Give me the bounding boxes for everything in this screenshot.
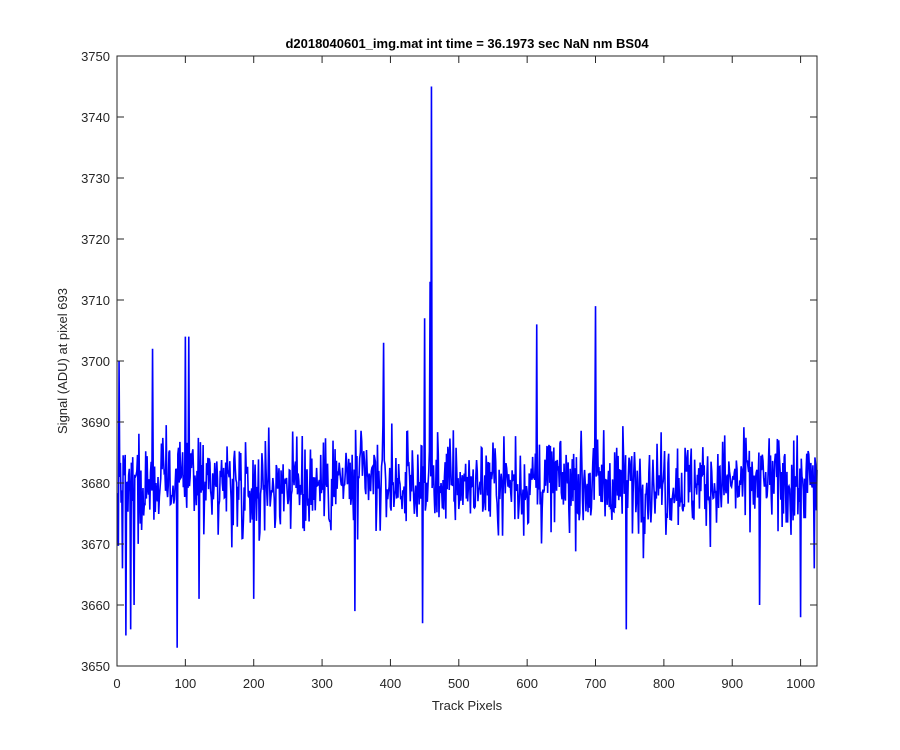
x-tick-label: 500 [448,676,470,691]
y-axis-label: Signal (ADU) at pixel 693 [55,288,70,434]
y-tick-label: 3710 [81,293,110,308]
y-tick-label: 3650 [81,659,110,674]
y-tick-label: 3700 [81,354,110,369]
x-tick-label: 900 [721,676,743,691]
y-tick-label: 3740 [81,110,110,125]
x-tick-label: 100 [175,676,197,691]
y-tick-label: 3720 [81,232,110,247]
series-group [116,86,818,648]
y-tick-label: 3730 [81,171,110,186]
x-tick-label: 200 [243,676,265,691]
x-tick-label: 600 [516,676,538,691]
chart-title: d2018040601_img.mat int time = 36.1973 s… [285,36,649,51]
x-tick-label: 800 [653,676,675,691]
x-tick-label: 400 [380,676,402,691]
y-tick-label: 3750 [81,49,110,64]
y-axis: 3650 3660 3670 3680 3690 3700 3710 3720 3730 3740… [81,49,817,674]
x-axis-label: Track Pixels [432,698,503,713]
x-tick-label: 700 [585,676,607,691]
y-tick-label: 3670 [81,537,110,552]
x-tick-label: 300 [311,676,333,691]
plot-area [117,56,817,666]
y-tick-label: 3660 [81,598,110,613]
x-axis: 0 100 200 300 400 500 600 700 800 900 1000 [113,56,815,691]
x-tick-label: 1000 [786,676,815,691]
x-tick-label: 0 [113,676,120,691]
y-tick-label: 3680 [81,476,110,491]
series-line [116,86,818,648]
y-tick-label: 3690 [81,415,110,430]
